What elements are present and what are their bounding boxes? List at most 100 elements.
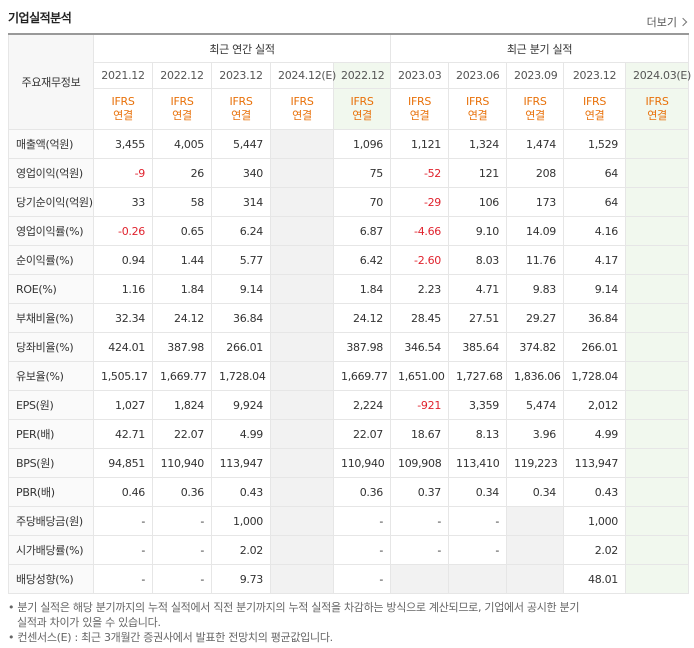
row-label: 부채비율(%) (8, 303, 94, 333)
row-label: 배당성향(%) (8, 564, 94, 594)
value-cell: -921 (390, 390, 450, 420)
period: 2023.03 (390, 62, 450, 89)
empty-cell (270, 274, 334, 304)
empty-cell (270, 216, 334, 246)
row-label: 당좌비율(%) (8, 332, 94, 362)
empty-cell (625, 158, 690, 188)
value-cell: 94,851 (93, 448, 153, 478)
value-cell: 6.24 (211, 216, 271, 246)
data-row: 당기순이익(억원) 33 58 314 70 -29 106 173 64 (8, 187, 690, 217)
value-cell: 3,455 (93, 129, 153, 159)
value-cell: 1,728.04 (211, 361, 271, 391)
value-cell: 346.54 (390, 332, 450, 362)
empty-cell (625, 535, 690, 565)
section-title: 기업실적분석 (8, 11, 72, 25)
empty-cell (448, 564, 508, 594)
basis-text: IFRS (229, 95, 253, 108)
financial-table: 주요재무정보 최근 연간 실적 최근 분기 실적 2021.12 2022.12 2023… (8, 33, 691, 594)
value-cell: 374.82 (506, 332, 565, 362)
value-cell: 0.94 (93, 245, 153, 275)
value-cell: 14.09 (506, 216, 565, 246)
value-cell: 1,096 (332, 129, 392, 159)
value-cell: 110,940 (332, 448, 392, 478)
empty-cell (625, 390, 690, 420)
value-cell: 42.71 (93, 419, 153, 449)
value-cell: 2,224 (332, 390, 392, 420)
value-cell: 5.77 (211, 245, 271, 275)
row-label: ROE(%) (8, 274, 94, 304)
value-cell: 8.13 (448, 419, 508, 449)
data-row: 부채비율(%) 32.34 24.12 36.84 24.12 28.45 27.51 29.… (8, 303, 690, 333)
value-cell: - (390, 506, 450, 536)
empty-cell (625, 245, 690, 275)
empty-cell (270, 129, 334, 159)
period: 2023.12 (211, 62, 271, 89)
group-header: 최근 연간 실적 (92, 33, 392, 63)
value-cell: 5,447 (211, 129, 271, 159)
basis: IFRS 연결 (448, 88, 508, 130)
row-label: 시가배당률(%) (8, 535, 94, 565)
data-row: 영업이익률(%) -0.26 0.65 6.24 6.87 -4.66 9.10 14.09 4… (8, 216, 690, 246)
value-cell: 110,940 (152, 448, 212, 478)
value-cell: 113,947 (563, 448, 627, 478)
value-cell: 0.36 (332, 477, 392, 507)
value-cell: 2,012 (563, 390, 627, 420)
basis-text: IFRS (583, 95, 607, 108)
basis-text: 연결 (172, 109, 192, 122)
data-row: 당좌비율(%) 424.01 387.98 266.01 387.98 346.54 385… (8, 332, 690, 362)
value-cell: 1,529 (563, 129, 627, 159)
empty-cell (625, 332, 690, 362)
notes: 분기 실적은 해당 분기까지의 누적 실적에서 직전 분기까지의 누적 실적을 … (8, 600, 588, 645)
empty-cell (625, 361, 690, 391)
value-cell: 0.43 (563, 477, 627, 507)
value-cell: 32.34 (93, 303, 153, 333)
value-cell: - (93, 564, 153, 594)
value-cell: 64 (563, 187, 627, 217)
value-cell: 9.10 (448, 216, 508, 246)
empty-cell (625, 419, 690, 449)
empty-cell (625, 187, 690, 217)
note: 분기 실적은 해당 분기까지의 누적 실적에서 직전 분기까지의 누적 실적을 … (8, 600, 588, 630)
basis: IFRS 연결 (270, 88, 334, 130)
value-cell: 424.01 (93, 332, 153, 362)
basis-text: 연결 (113, 109, 133, 122)
value-cell: - (332, 506, 392, 536)
empty-cell (625, 477, 690, 507)
more-link[interactable]: 더보기 (647, 14, 686, 30)
value-cell: 27.51 (448, 303, 508, 333)
value-cell: 2.02 (211, 535, 271, 565)
value-cell: 70 (332, 187, 392, 217)
basis-text: 연결 (409, 109, 430, 122)
empty-cell (270, 158, 334, 188)
value-cell: - (332, 564, 392, 594)
data-row: 배당성향(%) - -9.73-48.01 (8, 564, 690, 594)
value-cell: 33 (93, 187, 153, 217)
value-cell: - (448, 506, 508, 536)
empty-cell (270, 303, 334, 333)
value-cell: 340 (211, 158, 271, 188)
value-cell: 1,651.00 (390, 361, 450, 391)
basis-text: IFRS (523, 95, 547, 108)
value-cell: 119,223 (506, 448, 565, 478)
empty-cell (625, 448, 690, 478)
basis-text: IFRS (350, 95, 374, 108)
value-cell: 266.01 (211, 332, 271, 362)
value-cell: 113,410 (448, 448, 508, 478)
value-cell: 36.84 (211, 303, 271, 333)
row-label: 당기순이익(억원) (8, 187, 94, 217)
value-cell: 1.44 (152, 245, 212, 275)
value-cell: - (152, 564, 212, 594)
basis: IFRS 연결 (152, 88, 212, 130)
value-cell: -52 (390, 158, 450, 188)
value-cell: - (152, 535, 212, 565)
empty-cell (506, 506, 565, 536)
basis: IFRS 연결 (211, 88, 271, 130)
empty-cell (625, 506, 690, 536)
basis-row: IFRS 연결 IFRS 연결 IFRS 연결 IFRS 연결 IFRS 연결 IFRS 연결 IFRS… (9, 88, 690, 130)
empty-cell (270, 187, 334, 217)
basis-text: 연결 (584, 109, 605, 122)
value-cell: 106 (448, 187, 508, 217)
row-label: BPS(원) (8, 448, 94, 478)
value-cell: 64 (563, 158, 627, 188)
row-label: EPS(원) (8, 390, 94, 420)
